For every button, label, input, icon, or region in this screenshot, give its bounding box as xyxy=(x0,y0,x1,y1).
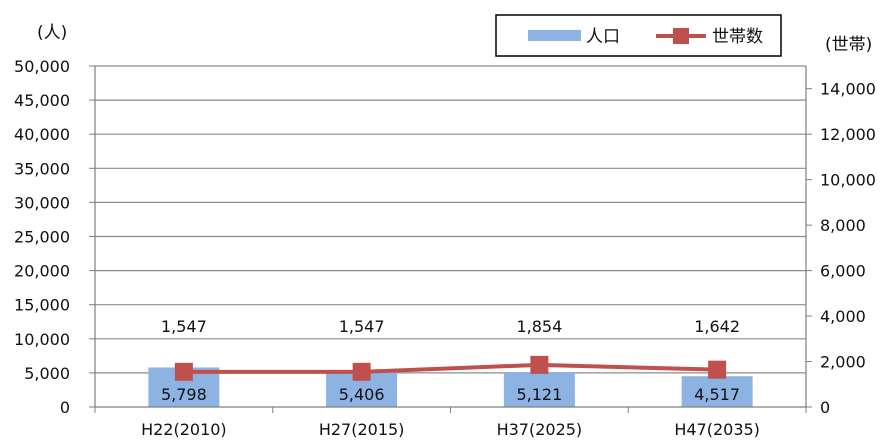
line-layer xyxy=(174,355,727,381)
line-point xyxy=(708,360,727,379)
left-axis-tick-label: 0 xyxy=(60,398,70,417)
right-axis-tick-label: 8,000 xyxy=(820,216,866,235)
line-data-label: 1,642 xyxy=(694,317,740,336)
left-axis-tick-label: 20,000 xyxy=(14,262,70,281)
bar-data-label: 4,517 xyxy=(694,385,740,404)
bar-data-label: 5,121 xyxy=(516,385,562,404)
x-axis-tick-label: H22(2010) xyxy=(141,420,227,439)
right-axis-unit: (世帯) xyxy=(825,35,872,55)
bar-data-label: 5,798 xyxy=(161,385,207,404)
line-data-label: 1,854 xyxy=(516,317,562,336)
right-axis-tick-label: 10,000 xyxy=(820,171,876,190)
left-axis-tick-label: 35,000 xyxy=(14,159,70,178)
line-point xyxy=(174,362,193,381)
x-axis-tick-label: H27(2015) xyxy=(319,420,405,439)
left-axis-tick-label: 50,000 xyxy=(14,57,70,76)
right-axis-tick-label: 2,000 xyxy=(820,353,866,372)
right-axis-tick-label: 0 xyxy=(820,398,830,417)
left-axis-tick-label: 10,000 xyxy=(14,330,70,349)
series-line xyxy=(183,362,718,374)
bar-data-label: 5,406 xyxy=(339,385,385,404)
grid-layer xyxy=(95,65,806,374)
axis-layer: 0 5,000 10,000 15,000 20,000 25,000 30,000 35,0… xyxy=(14,23,876,439)
legend: 人口 世帯数 xyxy=(495,14,782,57)
left-axis-tick-label: 25,000 xyxy=(14,228,70,247)
legend-swatch-bar xyxy=(528,30,581,41)
left-axis-tick-label: 40,000 xyxy=(14,125,70,144)
line-data-label: 1,547 xyxy=(161,317,207,336)
legend-swatch-marker xyxy=(673,28,689,44)
legend-box xyxy=(495,14,782,57)
legend-label-line: 世帯数 xyxy=(712,27,763,47)
line-data-label: 1,547 xyxy=(339,317,385,336)
left-axis-tick-label: 45,000 xyxy=(14,91,70,110)
left-axis-tick-label: 30,000 xyxy=(14,193,70,212)
right-axis-tick-label: 14,000 xyxy=(820,80,876,99)
right-axis-tick-label: 12,000 xyxy=(820,125,876,144)
bar xyxy=(503,372,575,407)
left-axis-tick-label: 15,000 xyxy=(14,296,70,315)
right-axis-tick-label: 6,000 xyxy=(820,262,866,281)
line-point xyxy=(530,355,549,374)
right-axis-tick-label: 4,000 xyxy=(820,307,866,326)
label-layer: 5,798 5,406 5,121 4,517 1,547 1,547 1,854 1,642 xyxy=(161,317,740,404)
left-axis-unit: (人) xyxy=(37,23,67,43)
x-axis-tick-label: H47(2035) xyxy=(674,420,760,439)
legend-label-bar: 人口 xyxy=(586,27,620,47)
left-axis-tick-label: 5,000 xyxy=(24,364,70,383)
bar xyxy=(681,376,753,407)
x-axis-tick-label: H37(2025) xyxy=(497,420,583,439)
line-point xyxy=(352,362,371,381)
